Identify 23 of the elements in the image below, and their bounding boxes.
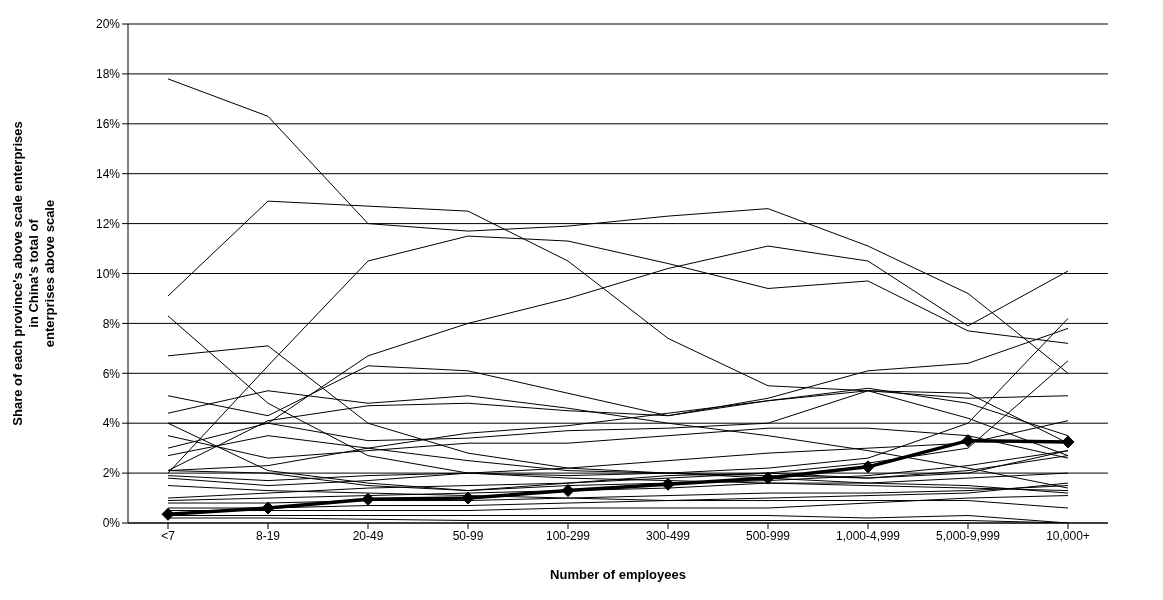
x-tick-label: 50-99	[452, 528, 484, 543]
y-tick-label: 0%	[102, 516, 121, 531]
x-axis-title: Number of employees	[550, 567, 686, 582]
x-tick-label: 300-499	[645, 528, 691, 543]
y-tick-label: 14%	[95, 166, 121, 181]
x-tick-label: 20-49	[352, 528, 384, 543]
x-tick-label: 500-999	[745, 528, 791, 543]
y-tick-label: 4%	[102, 416, 121, 431]
y-tick-label: 12%	[95, 216, 121, 231]
x-tick-label: <7	[161, 528, 176, 543]
y-tick-label: 10%	[95, 266, 121, 281]
x-tick-label: 5,000-9,999	[935, 528, 1001, 543]
x-tick-label: 8-19	[255, 528, 281, 543]
y-tick-label: 20%	[95, 17, 121, 32]
y-axis-title: Share of each province's above scale enterprises in China's total of enterprises above scale	[10, 121, 57, 426]
y-tick-label: 8%	[102, 316, 121, 331]
x-tick-label: 100-299	[545, 528, 591, 543]
y-tick-label: 16%	[95, 117, 121, 132]
y-tick-label: 2%	[102, 466, 121, 481]
y-tick-label: 6%	[102, 366, 121, 381]
y-tick-label: 18%	[95, 67, 121, 82]
x-tick-label: 10,000+	[1046, 528, 1090, 543]
x-tick-label: 1,000-4,999	[835, 528, 901, 543]
